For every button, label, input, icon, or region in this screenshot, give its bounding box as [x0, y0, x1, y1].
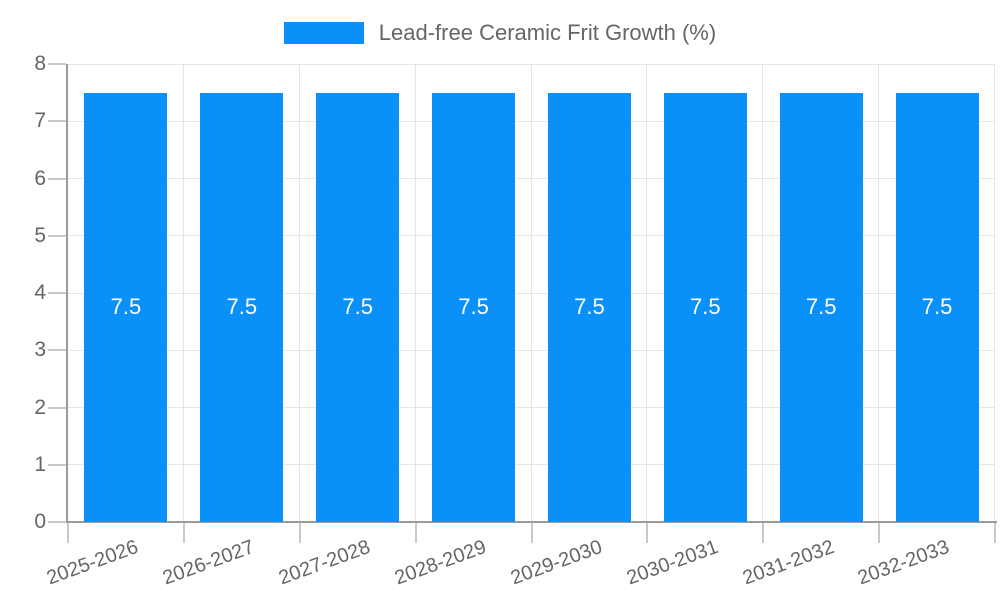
bar[interactable] — [779, 92, 863, 522]
h-gridline — [68, 407, 995, 408]
bar-value-label: 7.5 — [574, 294, 605, 320]
y-axis-tick — [48, 292, 66, 294]
bar[interactable] — [895, 92, 979, 522]
bar[interactable] — [316, 92, 400, 522]
x-tick-label: 2028-2029 — [391, 536, 490, 590]
y-axis-tick — [48, 406, 66, 409]
bar-value-label: 7.5 — [690, 294, 721, 320]
x-axis-tick — [762, 523, 765, 543]
v-gridline — [762, 64, 764, 522]
y-axis-line — [66, 64, 68, 523]
x-axis-tick — [298, 523, 301, 543]
x-tick-label: 2025-2026 — [44, 536, 142, 590]
x-tick-label: 2031-2032 — [739, 536, 837, 590]
y-tick-label: 5 — [34, 223, 46, 247]
y-axis-tick — [48, 234, 66, 237]
y-axis-tick — [48, 349, 66, 352]
y-axis-tick — [48, 120, 66, 123]
bar[interactable] — [200, 92, 284, 522]
y-axis-tick — [48, 521, 66, 523]
h-gridline — [68, 349, 995, 351]
bar[interactable] — [663, 92, 747, 522]
y-tick-label: 8 — [34, 52, 46, 75]
legend-label[interactable]: Lead-free Ceramic Frit Growth (%) — [378, 20, 717, 45]
plot-area: 7.5 7.5 7.5 7.5 7.5 7.5 7.5 7.5 — [48, 63, 997, 543]
x-tick-label: 2032-2033 — [855, 536, 953, 590]
bar-value-label: 7.5 — [342, 294, 373, 320]
bar-value-label: 7.5 — [805, 294, 837, 320]
x-axis-tick — [994, 523, 996, 543]
bar-value-label: 7.5 — [921, 294, 953, 320]
x-axis-tick — [182, 523, 185, 543]
x-tick-label: 2026-2027 — [159, 536, 258, 590]
legend-swatch-icon[interactable] — [283, 22, 364, 44]
bar[interactable] — [432, 92, 516, 522]
v-gridline — [646, 64, 648, 522]
h-gridline — [68, 120, 995, 122]
bar-value-label: 7.5 — [110, 294, 142, 320]
x-axis-tick — [414, 523, 417, 543]
y-tick-label: 0 — [34, 510, 46, 533]
y-tick-label: 1 — [34, 452, 46, 476]
y-tick-label: 4 — [34, 281, 46, 304]
v-gridline — [182, 64, 184, 522]
h-gridline — [68, 235, 995, 237]
v-gridline — [414, 64, 416, 522]
bar-value-label: 7.5 — [458, 294, 489, 320]
y-tick-label: 7 — [34, 109, 46, 133]
h-gridline — [68, 63, 995, 65]
y-tick-label: 2 — [34, 395, 46, 419]
h-gridline — [68, 292, 995, 294]
v-gridline — [994, 64, 995, 522]
x-axis-tick — [878, 523, 881, 543]
y-tick-label: 3 — [34, 338, 46, 362]
y-axis-tick — [48, 463, 66, 466]
x-axis-tick — [67, 523, 69, 543]
x-tick-label: 2029-2030 — [507, 536, 605, 590]
bar[interactable] — [547, 92, 631, 522]
legend[interactable]: Lead-free Ceramic Frit Growth (%) — [0, 20, 1000, 46]
x-tick-label: 2027-2028 — [275, 536, 374, 590]
x-tick-label: 2030-2031 — [623, 536, 721, 590]
bar-value-label: 7.5 — [226, 294, 258, 320]
bar[interactable] — [84, 92, 168, 522]
y-tick-label: 6 — [34, 166, 46, 190]
y-axis-tick — [48, 177, 66, 180]
v-gridline — [298, 64, 300, 522]
v-gridline — [878, 64, 880, 522]
y-axis-tick — [48, 63, 66, 65]
x-axis-line — [66, 521, 997, 523]
x-axis-tick — [646, 523, 649, 543]
h-gridline — [68, 464, 995, 466]
x-axis-tick — [530, 523, 533, 543]
v-gridline — [530, 64, 532, 522]
h-gridline — [68, 178, 995, 179]
